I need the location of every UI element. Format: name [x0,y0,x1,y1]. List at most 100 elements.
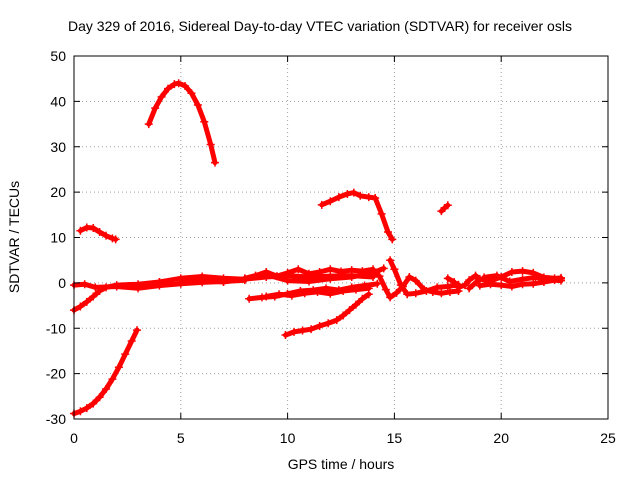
data-point [315,321,324,330]
data-point [381,285,390,294]
data-point [326,265,335,274]
data-point [82,297,91,306]
data-point [262,292,271,301]
data-point [262,267,271,276]
data-point [114,363,123,372]
series-line [71,327,140,417]
series-arc-peak-44 [144,79,219,167]
data-point [151,104,160,113]
data-point [200,117,209,126]
y-tick-label: 20 [50,184,66,200]
data-point [465,276,474,285]
data-point [351,300,360,309]
data-point [144,120,153,129]
data-point [486,280,495,289]
y-tick-label: 0 [58,275,66,291]
data-point [450,277,459,286]
data-point [529,279,538,288]
data-point [369,267,378,276]
data-point [371,194,380,203]
data-point [339,287,348,296]
data-point [471,271,480,280]
y-tick-label: 40 [50,93,66,109]
data-point [347,272,356,281]
data-point [349,188,358,197]
data-point [76,302,85,311]
y-tick-label: -20 [46,366,66,382]
data-point [251,271,260,280]
data-point [89,399,98,408]
data-point [364,290,373,299]
data-point [283,276,292,285]
data-point [287,291,296,300]
data-point [89,292,98,301]
data-point [283,268,292,277]
data-point [390,265,399,274]
data-point [411,289,420,298]
data-point [497,281,506,290]
data-point [163,84,172,93]
data-point [95,393,104,402]
data-point [492,271,501,280]
y-axis-label: SDTVAR / TECUs [6,180,22,294]
series-band-negative-9-to-14 [262,284,373,301]
data-point [411,276,420,285]
x-tick-label: 15 [387,430,403,446]
data-point [373,279,382,288]
data-point [315,267,324,276]
data-point [326,289,335,298]
data-point [345,306,354,315]
data-point [437,289,446,298]
data-point [405,272,414,281]
data-point [392,288,401,297]
data-point [358,267,367,276]
data-point [396,281,405,290]
data-point [375,272,384,281]
data-point [334,193,343,202]
series-tail-19-to-22-wave [480,271,566,286]
data-point [324,319,333,328]
y-tick-label: 10 [50,230,66,246]
y-tick-label: -30 [46,411,66,427]
series-arc-rising-from-minus-29 [70,326,142,418]
data-point [332,316,341,325]
y-tick-label: 50 [50,48,66,64]
data-point [127,336,136,345]
y-tick-label: 30 [50,139,66,155]
series-line [283,291,372,338]
series-line [146,80,218,166]
data-point [460,281,469,290]
x-tick-label: 25 [600,430,616,446]
data-point [121,350,130,359]
data-point [134,284,143,293]
data-point [379,264,388,273]
data-series [70,79,566,418]
data-point [351,285,360,294]
data-point [518,267,527,276]
data-point [383,228,392,237]
data-point [80,280,89,289]
data-point [377,209,386,218]
data-point [206,140,215,149]
data-point [170,80,179,89]
data-point [544,275,553,284]
data-point [443,274,452,283]
data-point [480,273,489,282]
data-point [112,282,121,291]
data-point [386,256,395,265]
data-point [304,277,313,286]
data-point [133,326,142,335]
data-point [272,272,281,281]
data-point [245,294,254,303]
data-point [339,311,348,320]
data-point [275,290,284,299]
data-point [313,287,322,296]
series-arc-near-19 [317,188,397,244]
data-point [102,231,111,240]
data-point [454,283,463,292]
data-point [219,277,228,286]
data-point [388,235,397,244]
series-baseline-mid-c [240,265,378,283]
y-axis-ticks: -30 -20 -10 0 10 20 30 40 50 [46,48,608,427]
data-point [281,331,290,340]
